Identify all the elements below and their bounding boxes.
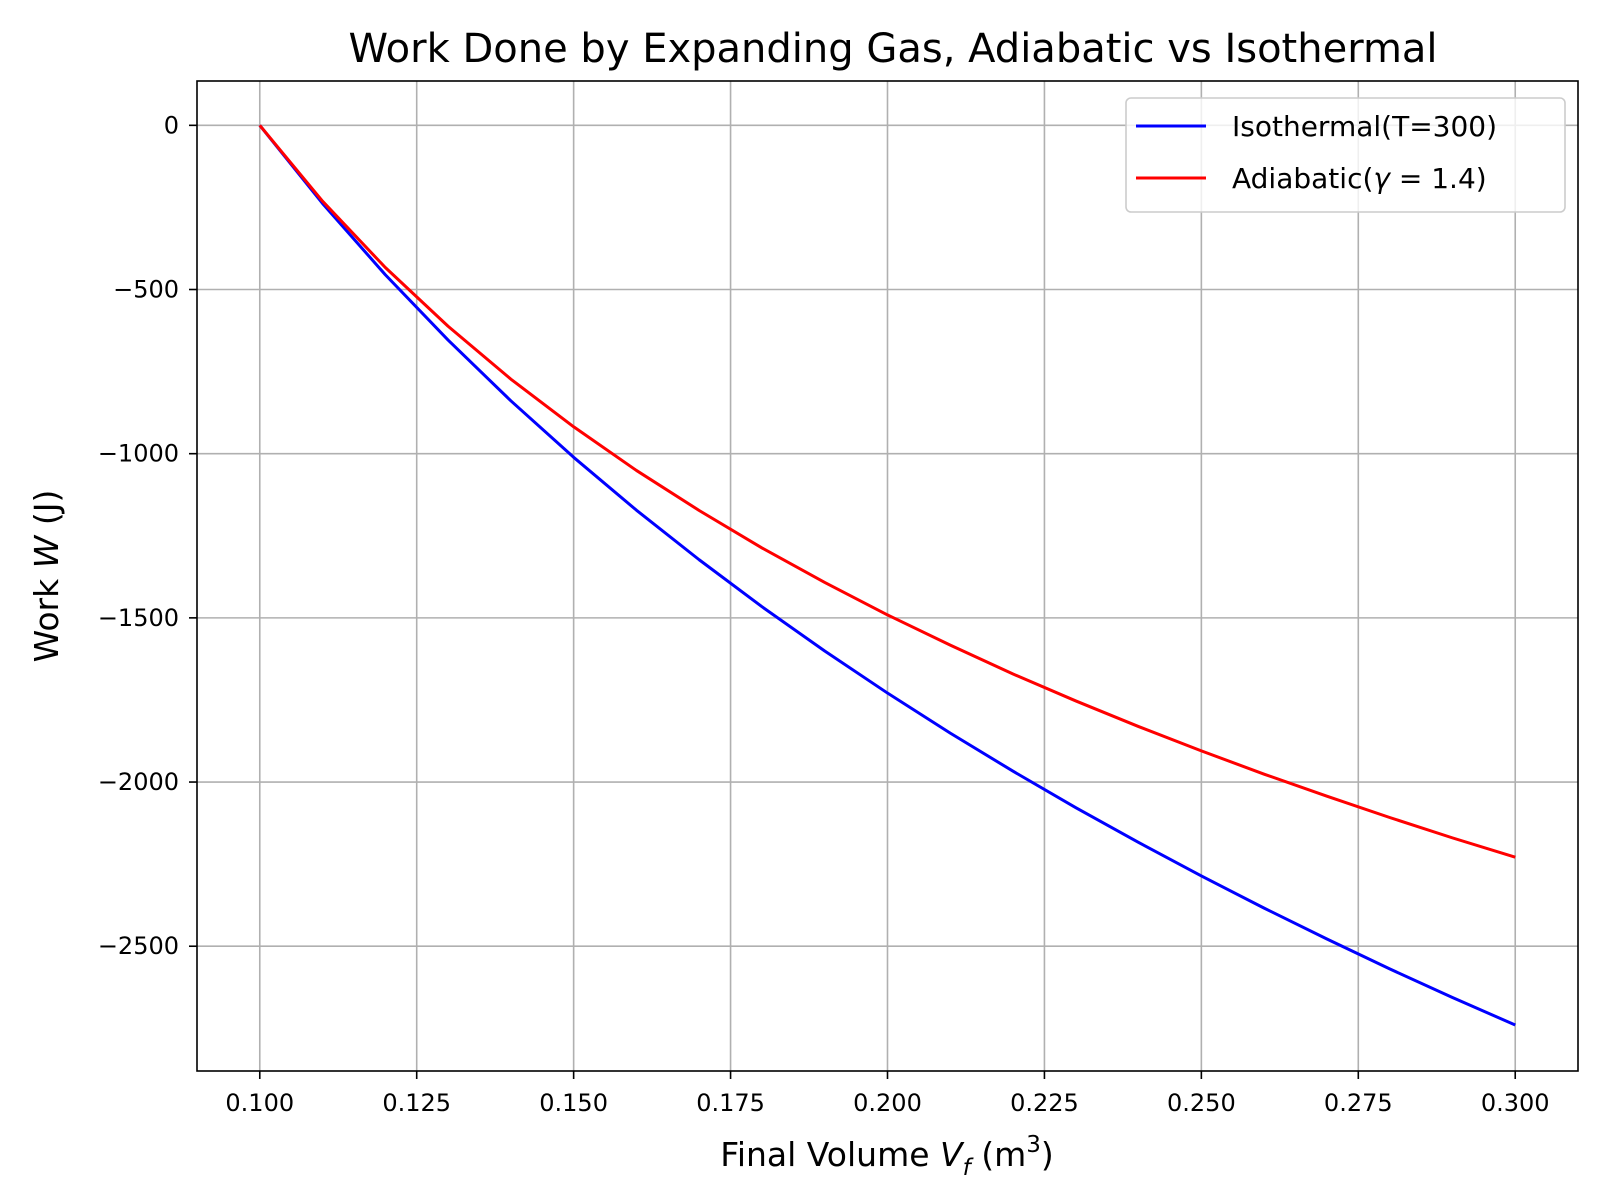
x-tick-label: 0.175 [696, 1089, 765, 1117]
x-axis-label-unit-open: (m [971, 1135, 1027, 1174]
axis-ticks: 0.100 0.125 0.150 0.175 0.200 0.225 0.250 0.275… [98, 111, 1550, 1117]
legend: Isothermal(T=300) Adiabatic(γ = 1.4) [1125, 97, 1566, 213]
x-tick-label: 0.100 [225, 1089, 294, 1117]
x-tick-label: 0.225 [1010, 1089, 1079, 1117]
x-tick-label: 0.275 [1324, 1089, 1393, 1117]
x-axis-label: Final Volume Vf (m3) [720, 1132, 1054, 1181]
x-tick-label: 0.250 [1167, 1089, 1236, 1117]
x-tick-label: 0.125 [382, 1089, 451, 1117]
x-axis-label-variable: V [940, 1135, 965, 1174]
y-tick-label: −2500 [98, 932, 179, 960]
chart-title: Work Done by Expanding Gas, Adiabatic vs… [348, 26, 1437, 72]
y-axis-label-variable: W [27, 534, 66, 568]
y-tick-label: −500 [113, 276, 179, 304]
y-tick-label: −2000 [98, 768, 179, 796]
x-tick-label: 0.200 [853, 1089, 922, 1117]
x-axis-label-unit-close: ) [1041, 1135, 1054, 1174]
y-tick-label: 0 [164, 111, 179, 139]
legend-label-isothermal: Isothermal(T=300) [1232, 110, 1497, 143]
legend-label-adiabatic: Adiabatic(γ = 1.4) [1232, 162, 1487, 195]
legend-label-adiabatic-symbol: γ [1373, 162, 1391, 195]
x-axis-label-superscript: 3 [1026, 1132, 1041, 1158]
x-tick-label: 0.150 [539, 1089, 608, 1117]
y-tick-label: −1000 [98, 440, 179, 468]
x-axis-label-subscript: f [963, 1155, 974, 1181]
isothermal-line [258, 124, 1516, 1027]
data-series [258, 124, 1516, 1027]
y-axis-label: Work W (J) [27, 490, 66, 663]
legend-box [1125, 97, 1566, 213]
y-axis-label-suffix: (J) [27, 490, 66, 536]
y-axis-label-prefix: Work [27, 568, 66, 662]
legend-label-adiabatic-prefix: Adiabatic( [1232, 162, 1373, 195]
y-tick-label: −1500 [98, 604, 179, 632]
legend-label-adiabatic-rest: = 1.4) [1390, 162, 1487, 195]
x-axis-label-prefix: Final Volume [720, 1135, 940, 1174]
x-tick-label: 0.300 [1481, 1089, 1550, 1117]
adiabatic-line [258, 124, 1516, 859]
